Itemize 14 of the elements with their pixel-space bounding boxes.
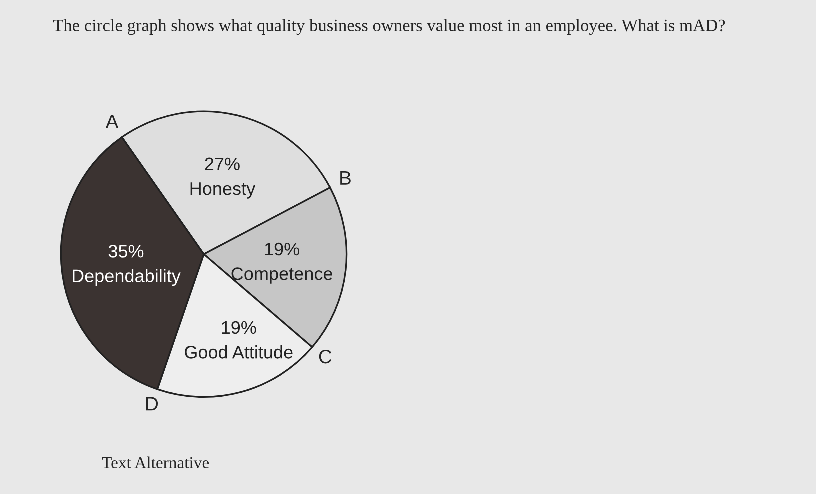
- text: C: [319, 350, 332, 364]
- text: The circle graph shows what quality business owners value most in an employee. What is mAD?: [53, 19, 726, 36]
- slice-label: Competence: [232, 268, 332, 284]
- text: D: [146, 397, 158, 411]
- slice-label: Dependability: [73, 269, 181, 286]
- data-label: 19%: [222, 321, 256, 334]
- text: A: [106, 115, 119, 128]
- slice-label: Good Attitude: [185, 346, 293, 359]
- text: Text Alternative: [102, 456, 210, 469]
- slice-label: Honesty: [190, 182, 256, 199]
- data-label: 27%: [205, 158, 240, 171]
- text: B: [340, 171, 351, 185]
- data-label: 19%: [265, 242, 300, 256]
- data-label: 35%: [108, 245, 144, 258]
